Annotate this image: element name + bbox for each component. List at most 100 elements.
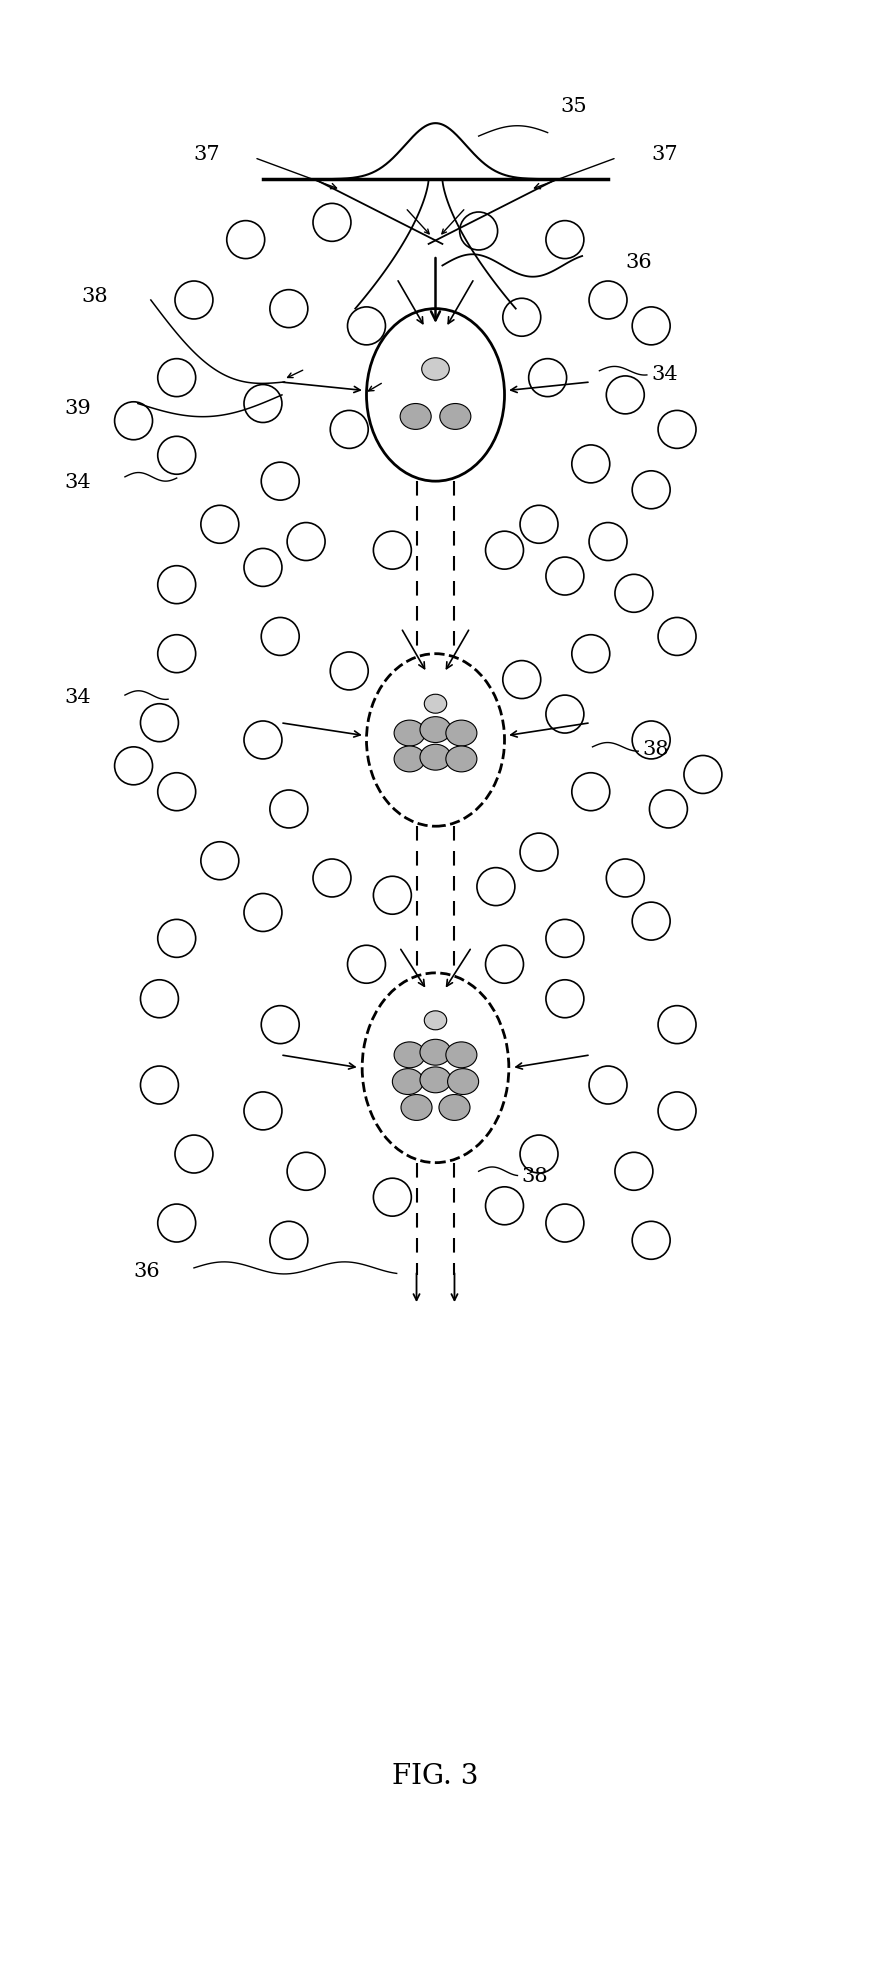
Text: 37: 37 <box>193 145 219 163</box>
Text: 34: 34 <box>64 473 91 491</box>
Circle shape <box>115 748 152 786</box>
Circle shape <box>244 550 282 587</box>
Circle shape <box>571 636 610 674</box>
Circle shape <box>140 705 179 742</box>
Circle shape <box>244 385 282 424</box>
Ellipse shape <box>446 1043 477 1068</box>
Ellipse shape <box>424 1011 447 1031</box>
Circle shape <box>244 894 282 933</box>
Text: 34: 34 <box>64 687 91 707</box>
Circle shape <box>632 1222 670 1259</box>
Ellipse shape <box>439 1096 470 1121</box>
Ellipse shape <box>420 1039 451 1066</box>
Ellipse shape <box>401 1096 432 1121</box>
Circle shape <box>606 377 645 414</box>
Ellipse shape <box>394 721 425 746</box>
Ellipse shape <box>420 1066 451 1094</box>
Circle shape <box>270 291 307 328</box>
Circle shape <box>485 1186 523 1226</box>
Ellipse shape <box>400 405 431 430</box>
Circle shape <box>615 1153 653 1190</box>
Circle shape <box>158 438 196 475</box>
Circle shape <box>348 947 386 984</box>
Circle shape <box>589 283 627 320</box>
Circle shape <box>226 222 265 259</box>
Circle shape <box>158 359 196 397</box>
Circle shape <box>485 532 523 570</box>
Ellipse shape <box>446 721 477 746</box>
Circle shape <box>201 507 239 544</box>
Circle shape <box>546 919 584 958</box>
Circle shape <box>529 359 567 397</box>
Text: 34: 34 <box>652 365 678 383</box>
Circle shape <box>485 947 523 984</box>
Circle shape <box>115 403 152 440</box>
Circle shape <box>632 721 670 760</box>
Circle shape <box>374 876 411 915</box>
Text: 38: 38 <box>643 740 669 758</box>
Circle shape <box>313 204 351 242</box>
Ellipse shape <box>420 717 451 742</box>
Circle shape <box>658 1006 696 1045</box>
Ellipse shape <box>392 1068 423 1096</box>
Circle shape <box>175 283 213 320</box>
Circle shape <box>684 756 722 793</box>
Circle shape <box>460 212 497 251</box>
Circle shape <box>201 843 239 880</box>
Circle shape <box>658 619 696 656</box>
Circle shape <box>330 652 368 691</box>
Ellipse shape <box>446 746 477 772</box>
Circle shape <box>477 868 515 905</box>
Ellipse shape <box>440 405 471 430</box>
Circle shape <box>658 1092 696 1131</box>
Circle shape <box>158 1204 196 1243</box>
Circle shape <box>546 222 584 259</box>
Circle shape <box>503 662 541 699</box>
Circle shape <box>520 507 558 544</box>
Circle shape <box>571 774 610 811</box>
Ellipse shape <box>394 1043 425 1068</box>
Circle shape <box>261 464 300 501</box>
Circle shape <box>374 532 411 570</box>
Circle shape <box>244 1092 282 1131</box>
Circle shape <box>158 566 196 605</box>
Circle shape <box>158 919 196 958</box>
Circle shape <box>175 1135 213 1173</box>
Text: 38: 38 <box>522 1167 549 1186</box>
Circle shape <box>546 980 584 1017</box>
Circle shape <box>244 721 282 760</box>
Circle shape <box>546 558 584 595</box>
Circle shape <box>503 299 541 338</box>
Circle shape <box>658 410 696 450</box>
Circle shape <box>348 308 386 346</box>
Ellipse shape <box>394 746 425 772</box>
Circle shape <box>571 446 610 483</box>
Circle shape <box>520 1135 558 1173</box>
Circle shape <box>632 471 670 509</box>
Text: FIG. 3: FIG. 3 <box>392 1762 479 1789</box>
Circle shape <box>546 1204 584 1243</box>
Circle shape <box>158 636 196 674</box>
Ellipse shape <box>420 744 451 770</box>
Circle shape <box>632 308 670 346</box>
Text: 37: 37 <box>652 145 678 163</box>
Text: 36: 36 <box>625 253 652 271</box>
Text: 38: 38 <box>82 287 108 306</box>
Circle shape <box>287 522 325 562</box>
Text: 35: 35 <box>561 98 587 116</box>
Circle shape <box>606 860 645 898</box>
Ellipse shape <box>424 695 447 713</box>
Circle shape <box>261 619 300 656</box>
Circle shape <box>546 695 584 735</box>
Circle shape <box>287 1153 325 1190</box>
Circle shape <box>158 774 196 811</box>
Circle shape <box>270 1222 307 1259</box>
Ellipse shape <box>367 310 504 481</box>
Text: 39: 39 <box>64 399 91 418</box>
Ellipse shape <box>448 1068 479 1096</box>
Text: 36: 36 <box>133 1261 160 1281</box>
Ellipse shape <box>367 654 504 827</box>
Circle shape <box>520 833 558 872</box>
Ellipse shape <box>362 974 509 1163</box>
Circle shape <box>650 791 687 829</box>
